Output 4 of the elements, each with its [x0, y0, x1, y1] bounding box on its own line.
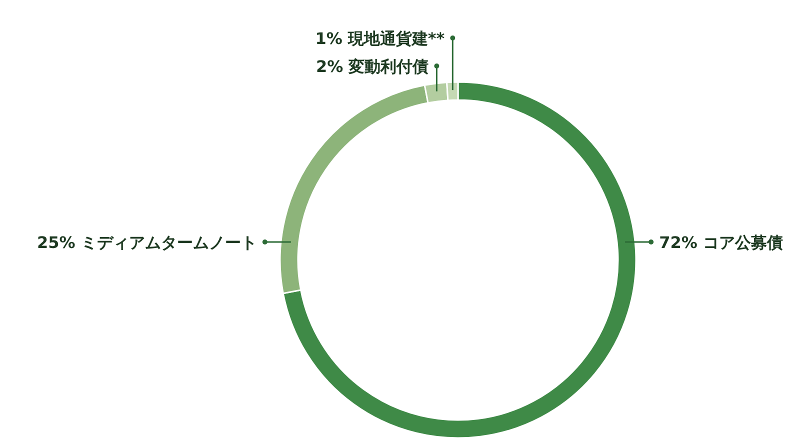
slice-label: 2% 変動利付債 [316, 57, 429, 76]
slice-label: 1% 現地通貨建** [315, 29, 446, 48]
slice-label: 72% コア公募債 [659, 233, 783, 252]
slice-label: 25% ミディアムタームノート [37, 233, 257, 252]
